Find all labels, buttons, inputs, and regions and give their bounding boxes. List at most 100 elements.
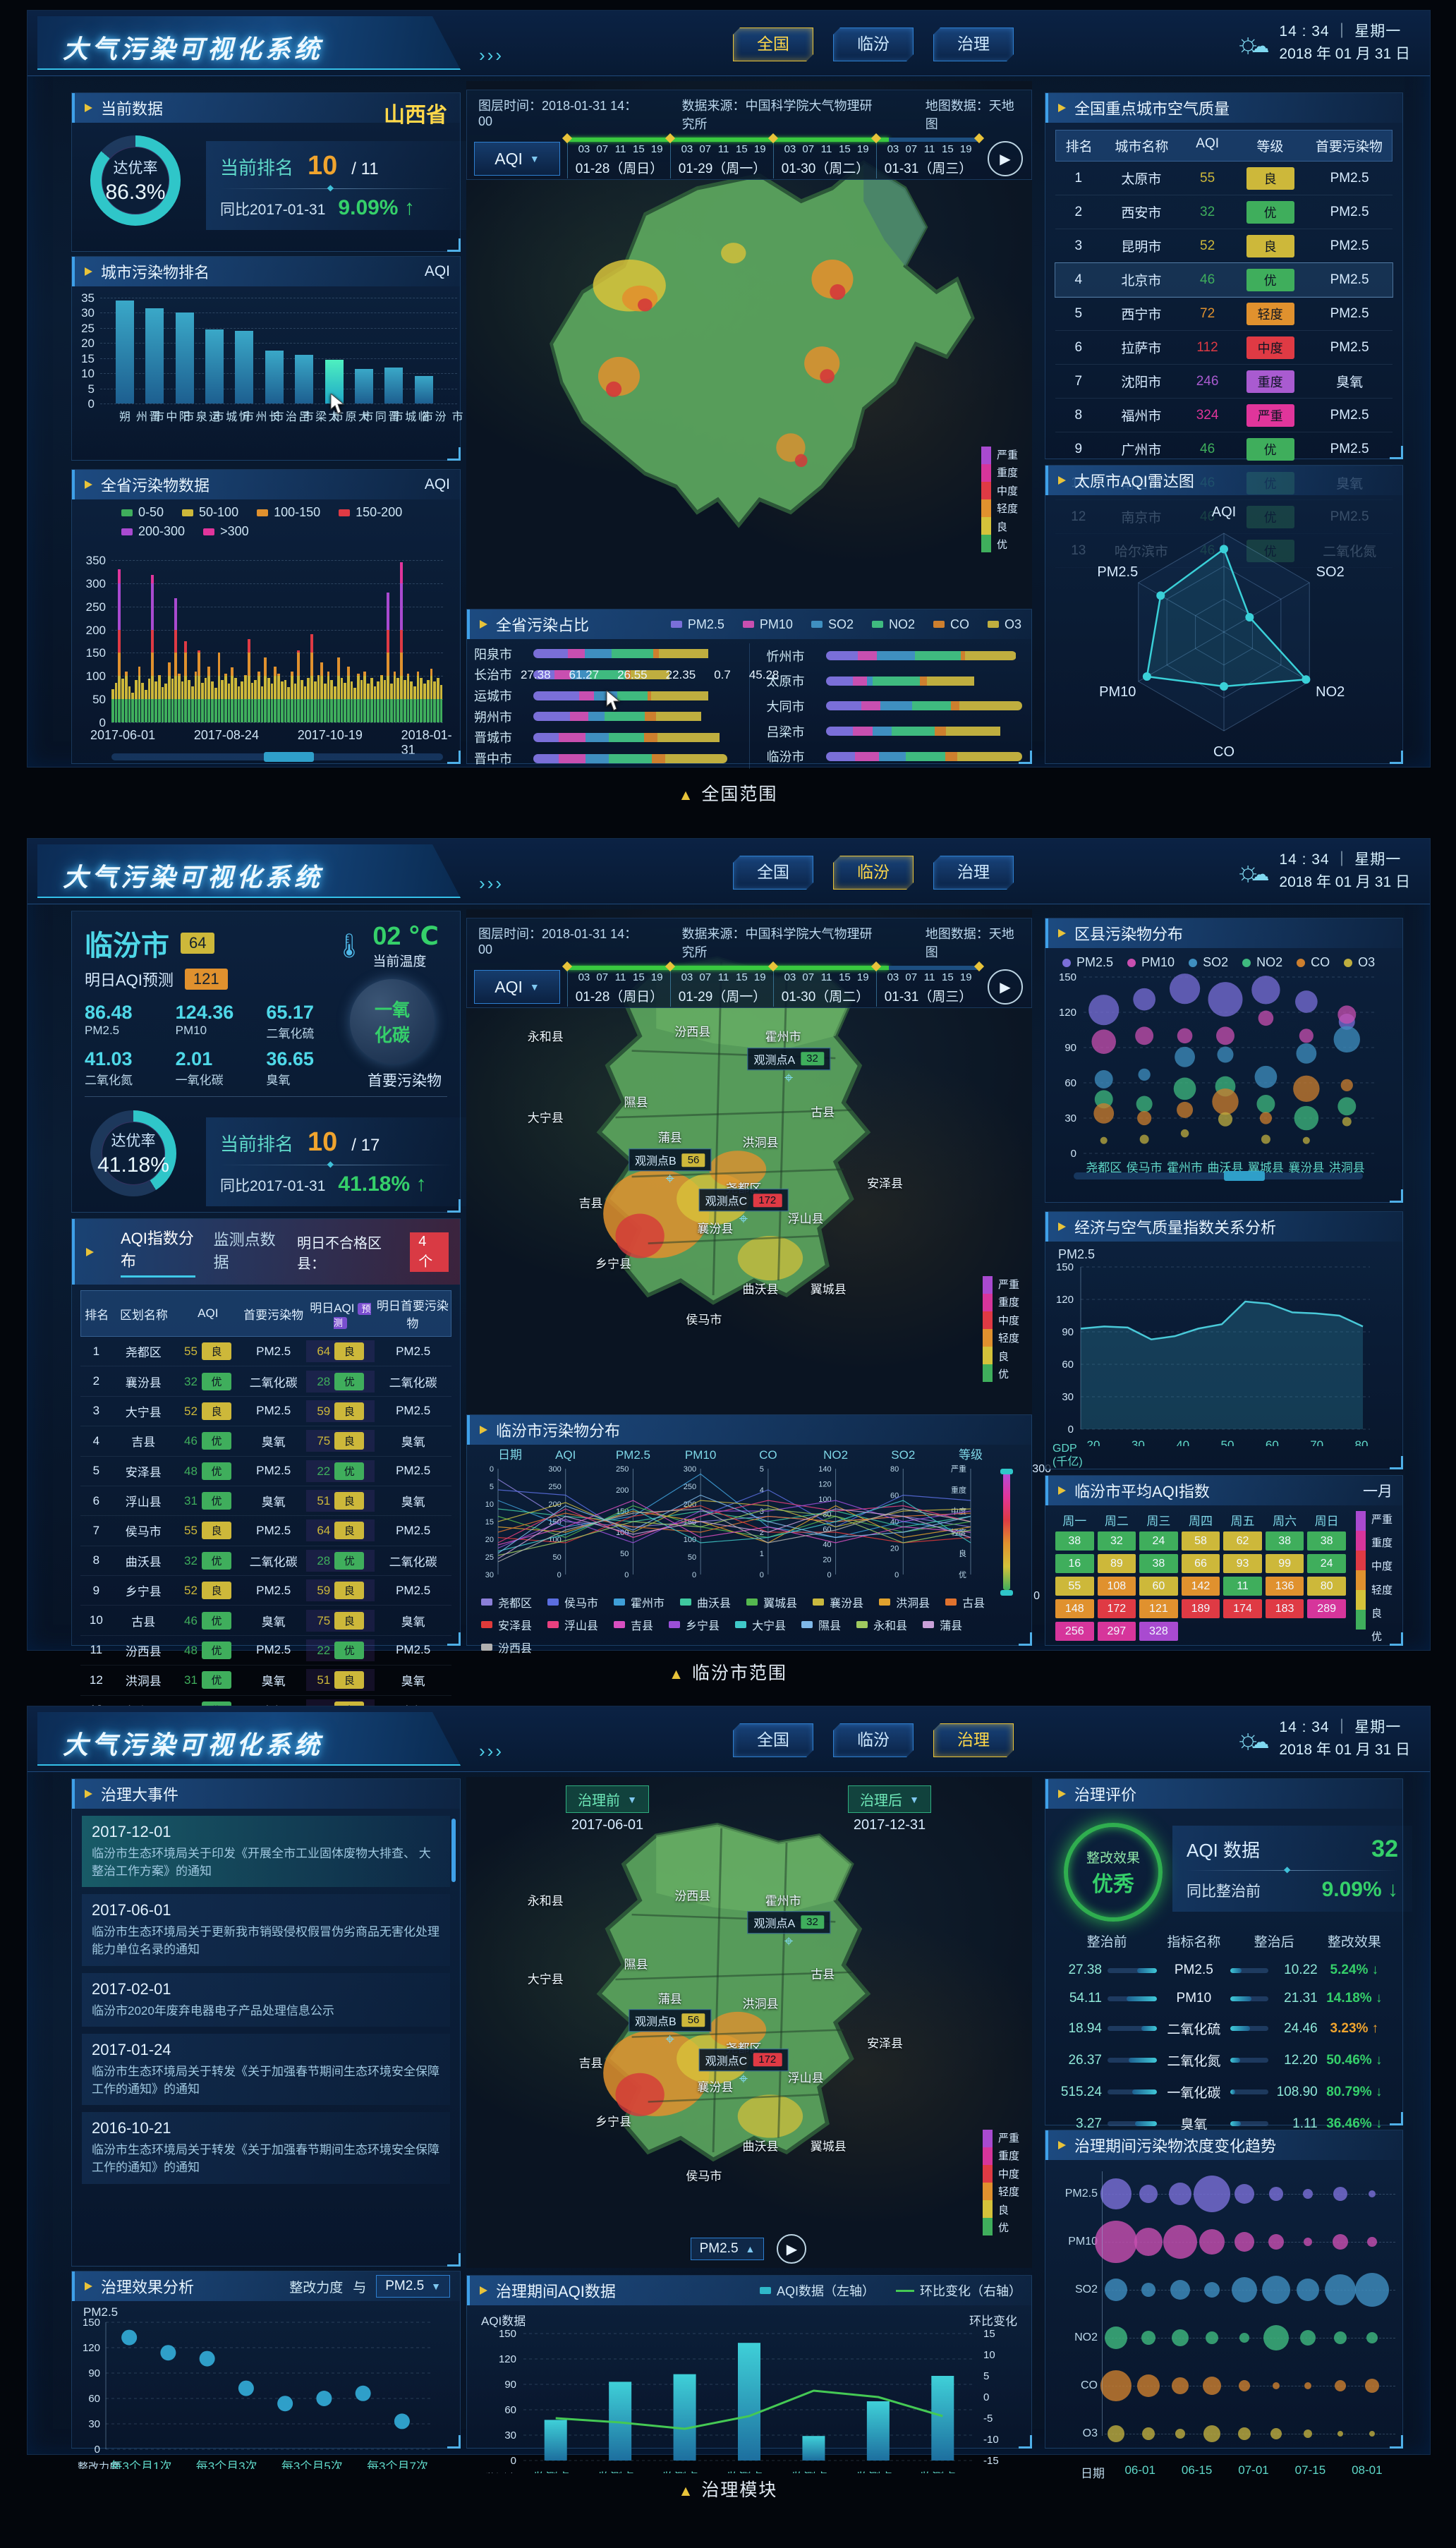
- aqi-day-bar[interactable]: [396, 560, 400, 722]
- trend-bubble[interactable]: [1270, 2428, 1282, 2439]
- trend-bubble[interactable]: [1262, 2276, 1291, 2304]
- aqi-day-bar[interactable]: [237, 560, 241, 722]
- table-row[interactable]: 7 侯马市 55 良 PM2.5 64 良 PM2.5: [80, 1516, 451, 1546]
- heatmap-cell[interactable]: 58: [1181, 1531, 1220, 1551]
- legend-item[interactable]: 尧都区: [481, 1594, 532, 1610]
- trend-bubble[interactable]: [1172, 2377, 1189, 2394]
- aqi-day-bar[interactable]: [164, 560, 167, 722]
- tab-全国[interactable]: 全国: [733, 856, 813, 890]
- heatmap-cell[interactable]: 80: [1307, 1577, 1346, 1596]
- heatmap-cell[interactable]: 16: [1055, 1554, 1094, 1573]
- aqi-day-bar[interactable]: [387, 560, 390, 722]
- heatmap-cell[interactable]: 38: [1139, 1554, 1178, 1573]
- heatmap-cell[interactable]: 62: [1223, 1531, 1262, 1551]
- trend-bubble[interactable]: [1263, 2325, 1290, 2350]
- aqi-day-bar[interactable]: [277, 560, 280, 722]
- aqi-day-bar[interactable]: [433, 560, 436, 722]
- aqi-day-bar[interactable]: [436, 560, 439, 722]
- tab-aqi-distribution[interactable]: AQI指数分布: [121, 1226, 195, 1278]
- aqi-day-bar[interactable]: [380, 560, 383, 722]
- rank-bar[interactable]: [295, 355, 314, 404]
- trend-bubble[interactable]: [1304, 2382, 1312, 2389]
- aqi-day-bar[interactable]: [406, 560, 410, 722]
- map-metric-select[interactable]: PM2.5 ▲: [690, 2238, 765, 2260]
- trend-bubble[interactable]: [1105, 2326, 1128, 2349]
- aqi-day-bar[interactable]: [324, 560, 327, 722]
- aqi-day-bar[interactable]: [317, 560, 320, 722]
- trend-bubble[interactable]: [1234, 2232, 1254, 2252]
- aqi-day-bar[interactable]: [204, 560, 207, 722]
- share-bar[interactable]: [825, 651, 1017, 661]
- aqi-day-bar[interactable]: [200, 560, 204, 722]
- aqi-day-bar[interactable]: [138, 560, 141, 722]
- evaluation-row[interactable]: 26.37 二氧化氮 12.20 50.46% ↓: [1057, 2044, 1391, 2076]
- aqi-day-bar[interactable]: [184, 560, 188, 722]
- scrollbar-thumb[interactable]: [1224, 1171, 1265, 1181]
- legend-item[interactable]: 隰县: [801, 1616, 841, 1633]
- trend-bubble[interactable]: [1297, 2279, 1320, 2301]
- aqi-day-bar[interactable]: [340, 560, 344, 722]
- legend-item[interactable]: 翼城县: [746, 1594, 797, 1610]
- aqi-day-bar[interactable]: [416, 560, 420, 722]
- observation-station[interactable]: 观测点A 32 ⌖: [747, 1910, 830, 1948]
- trend-bubble[interactable]: [1194, 2176, 1231, 2212]
- heatmap-cell[interactable]: 38: [1055, 1531, 1094, 1551]
- heatmap-cell[interactable]: 289: [1307, 1599, 1346, 1618]
- aqi-day-bar[interactable]: [111, 560, 114, 722]
- table-row[interactable]: 3 大宁县 52 良 PM2.5 59 良 PM2.5: [80, 1397, 451, 1427]
- evaluation-row[interactable]: 515.24 一氧化碳 108.90 80.79% ↓: [1057, 2076, 1391, 2108]
- rank-bar[interactable]: [384, 367, 404, 404]
- aqi-day-bar[interactable]: [390, 560, 393, 722]
- trend-bubble[interactable]: [1304, 2238, 1313, 2246]
- table-row[interactable]: 4 吉县 46 优臭氧 75 良臭氧: [80, 1426, 451, 1457]
- aqi-day-bar[interactable]: [310, 560, 313, 722]
- table-row[interactable]: 5 西宁市 72 轻度 PM2.5: [1055, 297, 1393, 331]
- trend-bubble[interactable]: [1239, 2333, 1249, 2343]
- heatmap-cell[interactable]: 32: [1097, 1531, 1136, 1551]
- aqi-day-bar[interactable]: [420, 560, 423, 722]
- play-button[interactable]: ▶: [988, 969, 1023, 1005]
- table-row[interactable]: 6 拉萨市 112 中度 PM2.5: [1055, 331, 1393, 365]
- legend-item[interactable]: 乡宁县: [669, 1616, 720, 1633]
- aqi-day-bar[interactable]: [336, 560, 340, 722]
- aqi-day-bar[interactable]: [178, 560, 181, 722]
- trend-bubble[interactable]: [1303, 2189, 1314, 2199]
- aqi-day-bar[interactable]: [330, 560, 334, 722]
- aqi-day-bar[interactable]: [221, 560, 224, 722]
- heatmap-cell[interactable]: 174: [1223, 1599, 1262, 1618]
- trend-bubble[interactable]: [1199, 2229, 1225, 2255]
- table-row[interactable]: 3 昆明市 52 良 PM2.5: [1055, 229, 1393, 263]
- picker-tag[interactable]: 治理前 ▼: [566, 1785, 649, 1813]
- table-row[interactable]: 8 曲沃县 32 优二氧化碳 28 优二氧化碳: [80, 1546, 451, 1576]
- aqi-day-bar[interactable]: [234, 560, 237, 722]
- heatmap-cell[interactable]: 99: [1265, 1554, 1304, 1573]
- aqi-day-bar[interactable]: [181, 560, 184, 722]
- table-row[interactable]: 10 古县 46 优臭氧 75 良臭氧: [80, 1606, 451, 1636]
- table-row[interactable]: 9 乡宁县 52 良 PM2.5 59 良 PM2.5: [80, 1576, 451, 1606]
- trend-bubble[interactable]: [1304, 2429, 1313, 2438]
- aqi-day-bar[interactable]: [270, 560, 274, 722]
- trend-bubble[interactable]: [1203, 2377, 1222, 2395]
- events-scrollbar[interactable]: [451, 1819, 456, 1882]
- rank-bar[interactable]: [414, 376, 433, 404]
- aqi-day-bar[interactable]: [274, 560, 277, 722]
- aqi-day-bar[interactable]: [367, 560, 370, 722]
- evaluation-row[interactable]: 18.94 二氧化硫 24.46 3.23% ↑: [1057, 2013, 1391, 2044]
- aqi-day-bar[interactable]: [151, 560, 154, 722]
- aqi-day-bar[interactable]: [320, 560, 323, 722]
- aqi-day-bar[interactable]: [247, 560, 250, 722]
- legend-item[interactable]: 古县: [945, 1594, 985, 1610]
- aqi-day-bar[interactable]: [131, 560, 134, 722]
- aqi-day-bar[interactable]: [211, 560, 214, 722]
- trend-bubble[interactable]: [1369, 2190, 1376, 2197]
- picker-tag[interactable]: 治理后 ▼: [848, 1785, 931, 1813]
- legend-item[interactable]: 洪洞县: [879, 1594, 930, 1610]
- legend-item[interactable]: 襄汾县: [813, 1594, 863, 1610]
- aqi-day-bar[interactable]: [198, 560, 200, 722]
- event-item[interactable]: 2017-01-24 临汾市生态环境局关于转发《关于加强春节期间生态环境安全保障工…: [82, 2034, 450, 2106]
- aqi-day-bar[interactable]: [114, 560, 118, 722]
- trend-bubble[interactable]: [1141, 2283, 1155, 2297]
- trend-bubble[interactable]: [1095, 2221, 1138, 2263]
- legend-item[interactable]: 汾西县: [481, 1639, 532, 1656]
- heatmap-cell[interactable]: 256: [1055, 1622, 1094, 1641]
